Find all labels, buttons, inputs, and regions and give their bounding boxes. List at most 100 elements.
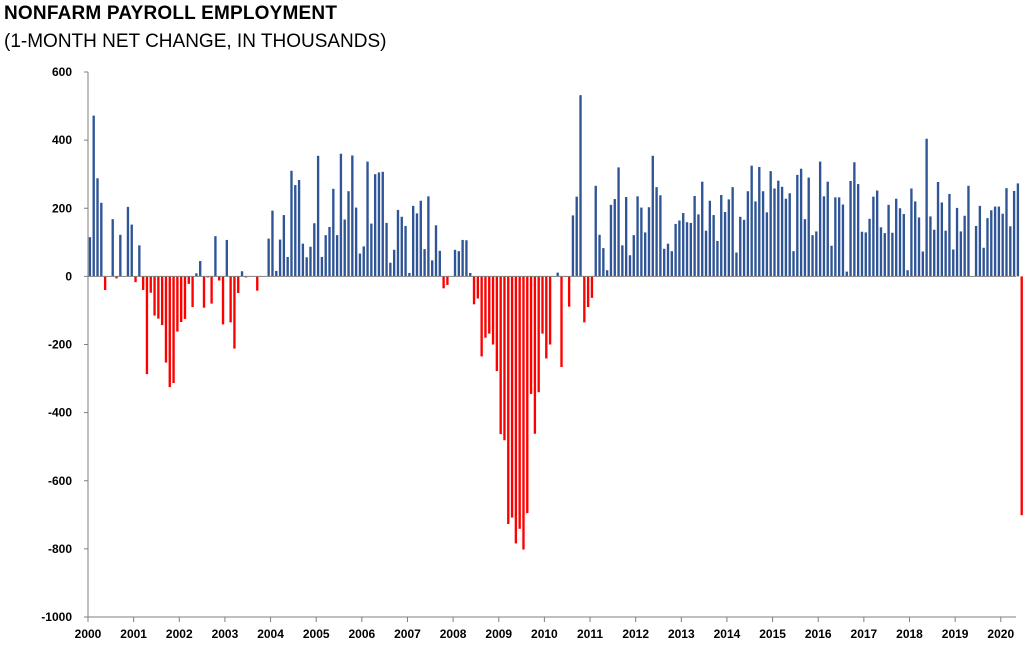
bar [370, 223, 373, 277]
x-tick-label: 2009 [485, 627, 512, 641]
bar [366, 161, 369, 277]
bar [529, 276, 533, 394]
bar [202, 276, 206, 308]
bar [780, 186, 784, 277]
bar [503, 276, 506, 441]
bar [716, 240, 719, 277]
bar [731, 187, 734, 277]
bar [644, 232, 647, 277]
bar [431, 260, 434, 277]
bar [853, 162, 856, 277]
bar [769, 171, 772, 277]
bar [727, 199, 731, 277]
bar [895, 198, 898, 277]
x-tick-label: 2002 [166, 627, 193, 641]
bar [126, 206, 130, 277]
bar [541, 276, 544, 334]
bar [354, 207, 358, 277]
bar [221, 276, 225, 325]
x-tick-label: 2004 [257, 627, 284, 641]
bar [765, 212, 769, 277]
bar [419, 200, 422, 277]
bar [286, 256, 289, 277]
bar [940, 202, 944, 277]
bar [849, 181, 852, 277]
bar [982, 247, 985, 277]
bar [294, 185, 297, 277]
bar [427, 196, 430, 277]
bar [514, 276, 518, 544]
bar [609, 204, 613, 277]
bar [400, 216, 403, 277]
y-tick-label: 200 [52, 201, 72, 215]
x-tick-label: 2001 [120, 627, 147, 641]
bar [796, 174, 799, 277]
bar [613, 199, 616, 277]
bar [830, 245, 833, 277]
bar [693, 195, 696, 277]
x-tick-label: 2015 [759, 627, 786, 641]
bar [446, 276, 449, 285]
bar [640, 207, 643, 277]
bar [739, 216, 742, 277]
bar [351, 155, 354, 277]
bar [214, 236, 217, 277]
bar [879, 227, 883, 277]
bar [301, 243, 305, 277]
bar [412, 205, 415, 277]
bar [974, 225, 978, 277]
bar [701, 181, 704, 277]
bar [244, 276, 248, 278]
bar [990, 210, 993, 277]
bar [963, 215, 966, 277]
bar [415, 213, 419, 277]
bar [138, 245, 141, 277]
bar [876, 190, 879, 277]
bar [187, 276, 190, 284]
bar [404, 225, 407, 277]
bar [472, 276, 476, 305]
bar [206, 276, 209, 278]
bar [461, 239, 464, 277]
x-axis: 2000 2001 2002 2003 2004 2005 2006 2007 2008 2009… [75, 616, 1016, 641]
bar [153, 276, 156, 316]
bar [978, 205, 982, 277]
bar [628, 255, 632, 277]
bar [423, 249, 426, 277]
bar [381, 171, 384, 277]
bar [438, 250, 441, 277]
bar [583, 276, 586, 323]
bar [480, 276, 483, 357]
bar [617, 167, 620, 277]
bar [499, 276, 502, 435]
y-tick-label: 600 [52, 65, 72, 79]
bar [484, 276, 487, 338]
bar [180, 276, 183, 323]
bar [955, 207, 959, 277]
x-tick-label: 2006 [348, 627, 375, 641]
y-tick-label: 0 [65, 269, 72, 283]
bar [647, 207, 651, 277]
x-tick-label: 2016 [805, 627, 832, 641]
bar [96, 178, 99, 277]
bar [313, 223, 316, 277]
bar [632, 235, 635, 277]
bar [841, 204, 845, 277]
bar [670, 251, 673, 277]
bar [621, 245, 624, 277]
bar [754, 201, 757, 277]
bar [822, 196, 826, 277]
bar [723, 212, 727, 277]
bar [434, 225, 438, 277]
bar [134, 276, 137, 283]
bar [1009, 226, 1012, 277]
bar [297, 179, 301, 277]
bar [218, 276, 221, 281]
bar [237, 276, 240, 294]
y-tick-label: -800 [48, 542, 72, 556]
bar [602, 248, 605, 277]
bar [636, 196, 639, 277]
bar [993, 206, 997, 277]
bar [651, 155, 654, 277]
